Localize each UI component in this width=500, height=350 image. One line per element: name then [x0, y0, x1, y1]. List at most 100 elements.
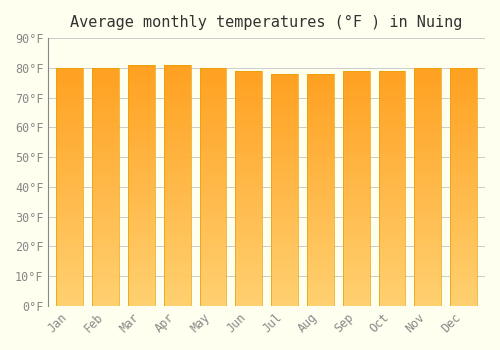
Bar — [164, 171, 190, 173]
Bar — [307, 76, 334, 78]
Bar — [164, 152, 190, 154]
Bar — [236, 176, 262, 179]
Bar — [378, 198, 406, 200]
Bar — [271, 134, 298, 136]
Bar — [236, 90, 262, 92]
Bar — [164, 144, 190, 147]
Bar — [164, 163, 190, 166]
Bar — [200, 68, 226, 306]
Bar — [92, 151, 119, 154]
Bar — [236, 130, 262, 132]
Bar — [164, 279, 190, 282]
Bar — [271, 127, 298, 130]
Bar — [164, 70, 190, 72]
Bar — [128, 113, 155, 116]
Bar — [342, 278, 369, 280]
Bar — [271, 250, 298, 252]
Bar — [164, 190, 190, 192]
Bar — [128, 246, 155, 248]
Bar — [92, 125, 119, 127]
Bar — [450, 223, 477, 225]
Bar — [236, 162, 262, 165]
Bar — [378, 158, 406, 160]
Bar — [92, 270, 119, 273]
Bar — [414, 82, 441, 85]
Bar — [56, 296, 84, 299]
Bar — [307, 164, 334, 167]
Bar — [200, 187, 226, 189]
Bar — [342, 148, 369, 151]
Bar — [128, 291, 155, 294]
Bar — [342, 193, 369, 195]
Bar — [450, 161, 477, 163]
Bar — [164, 130, 190, 132]
Bar — [378, 214, 406, 217]
Bar — [450, 201, 477, 203]
Bar — [236, 228, 262, 231]
Bar — [342, 289, 369, 292]
Bar — [271, 185, 298, 188]
Bar — [271, 74, 298, 76]
Bar — [307, 259, 334, 262]
Bar — [307, 174, 334, 176]
Bar — [271, 164, 298, 167]
Bar — [342, 71, 369, 73]
Bar — [56, 144, 84, 146]
Bar — [128, 241, 155, 243]
Bar — [271, 181, 298, 183]
Bar — [56, 168, 84, 170]
Bar — [342, 186, 369, 188]
Bar — [164, 209, 190, 212]
Bar — [271, 232, 298, 234]
Bar — [342, 97, 369, 99]
Bar — [307, 192, 334, 195]
Bar — [342, 205, 369, 207]
Bar — [92, 104, 119, 106]
Bar — [450, 289, 477, 292]
Bar — [92, 265, 119, 268]
Bar — [378, 289, 406, 292]
Bar — [450, 251, 477, 253]
Bar — [378, 108, 406, 111]
Bar — [92, 230, 119, 232]
Bar — [236, 231, 262, 233]
Bar — [236, 292, 262, 294]
Bar — [92, 237, 119, 239]
Bar — [450, 253, 477, 256]
Bar — [414, 144, 441, 146]
Bar — [164, 229, 190, 231]
Bar — [414, 175, 441, 177]
Bar — [450, 68, 477, 70]
Bar — [342, 113, 369, 116]
Bar — [92, 180, 119, 182]
Bar — [164, 193, 190, 195]
Bar — [307, 241, 334, 243]
Bar — [271, 222, 298, 225]
Bar — [414, 182, 441, 184]
Bar — [56, 227, 84, 230]
Bar — [450, 234, 477, 237]
Bar — [342, 242, 369, 245]
Bar — [56, 258, 84, 261]
Bar — [307, 245, 334, 248]
Bar — [164, 185, 190, 188]
Bar — [378, 76, 406, 78]
Bar — [200, 104, 226, 106]
Bar — [271, 199, 298, 202]
Bar — [164, 255, 190, 258]
Bar — [271, 294, 298, 296]
Bar — [414, 237, 441, 239]
Bar — [236, 136, 262, 139]
Bar — [378, 113, 406, 116]
Bar — [200, 303, 226, 306]
Bar — [414, 244, 441, 246]
Bar — [164, 205, 190, 207]
Bar — [307, 141, 334, 144]
Bar — [378, 92, 406, 94]
Bar — [92, 194, 119, 196]
Bar — [236, 212, 262, 214]
Bar — [307, 81, 334, 83]
Bar — [128, 181, 155, 183]
Bar — [92, 166, 119, 168]
Bar — [56, 101, 84, 104]
